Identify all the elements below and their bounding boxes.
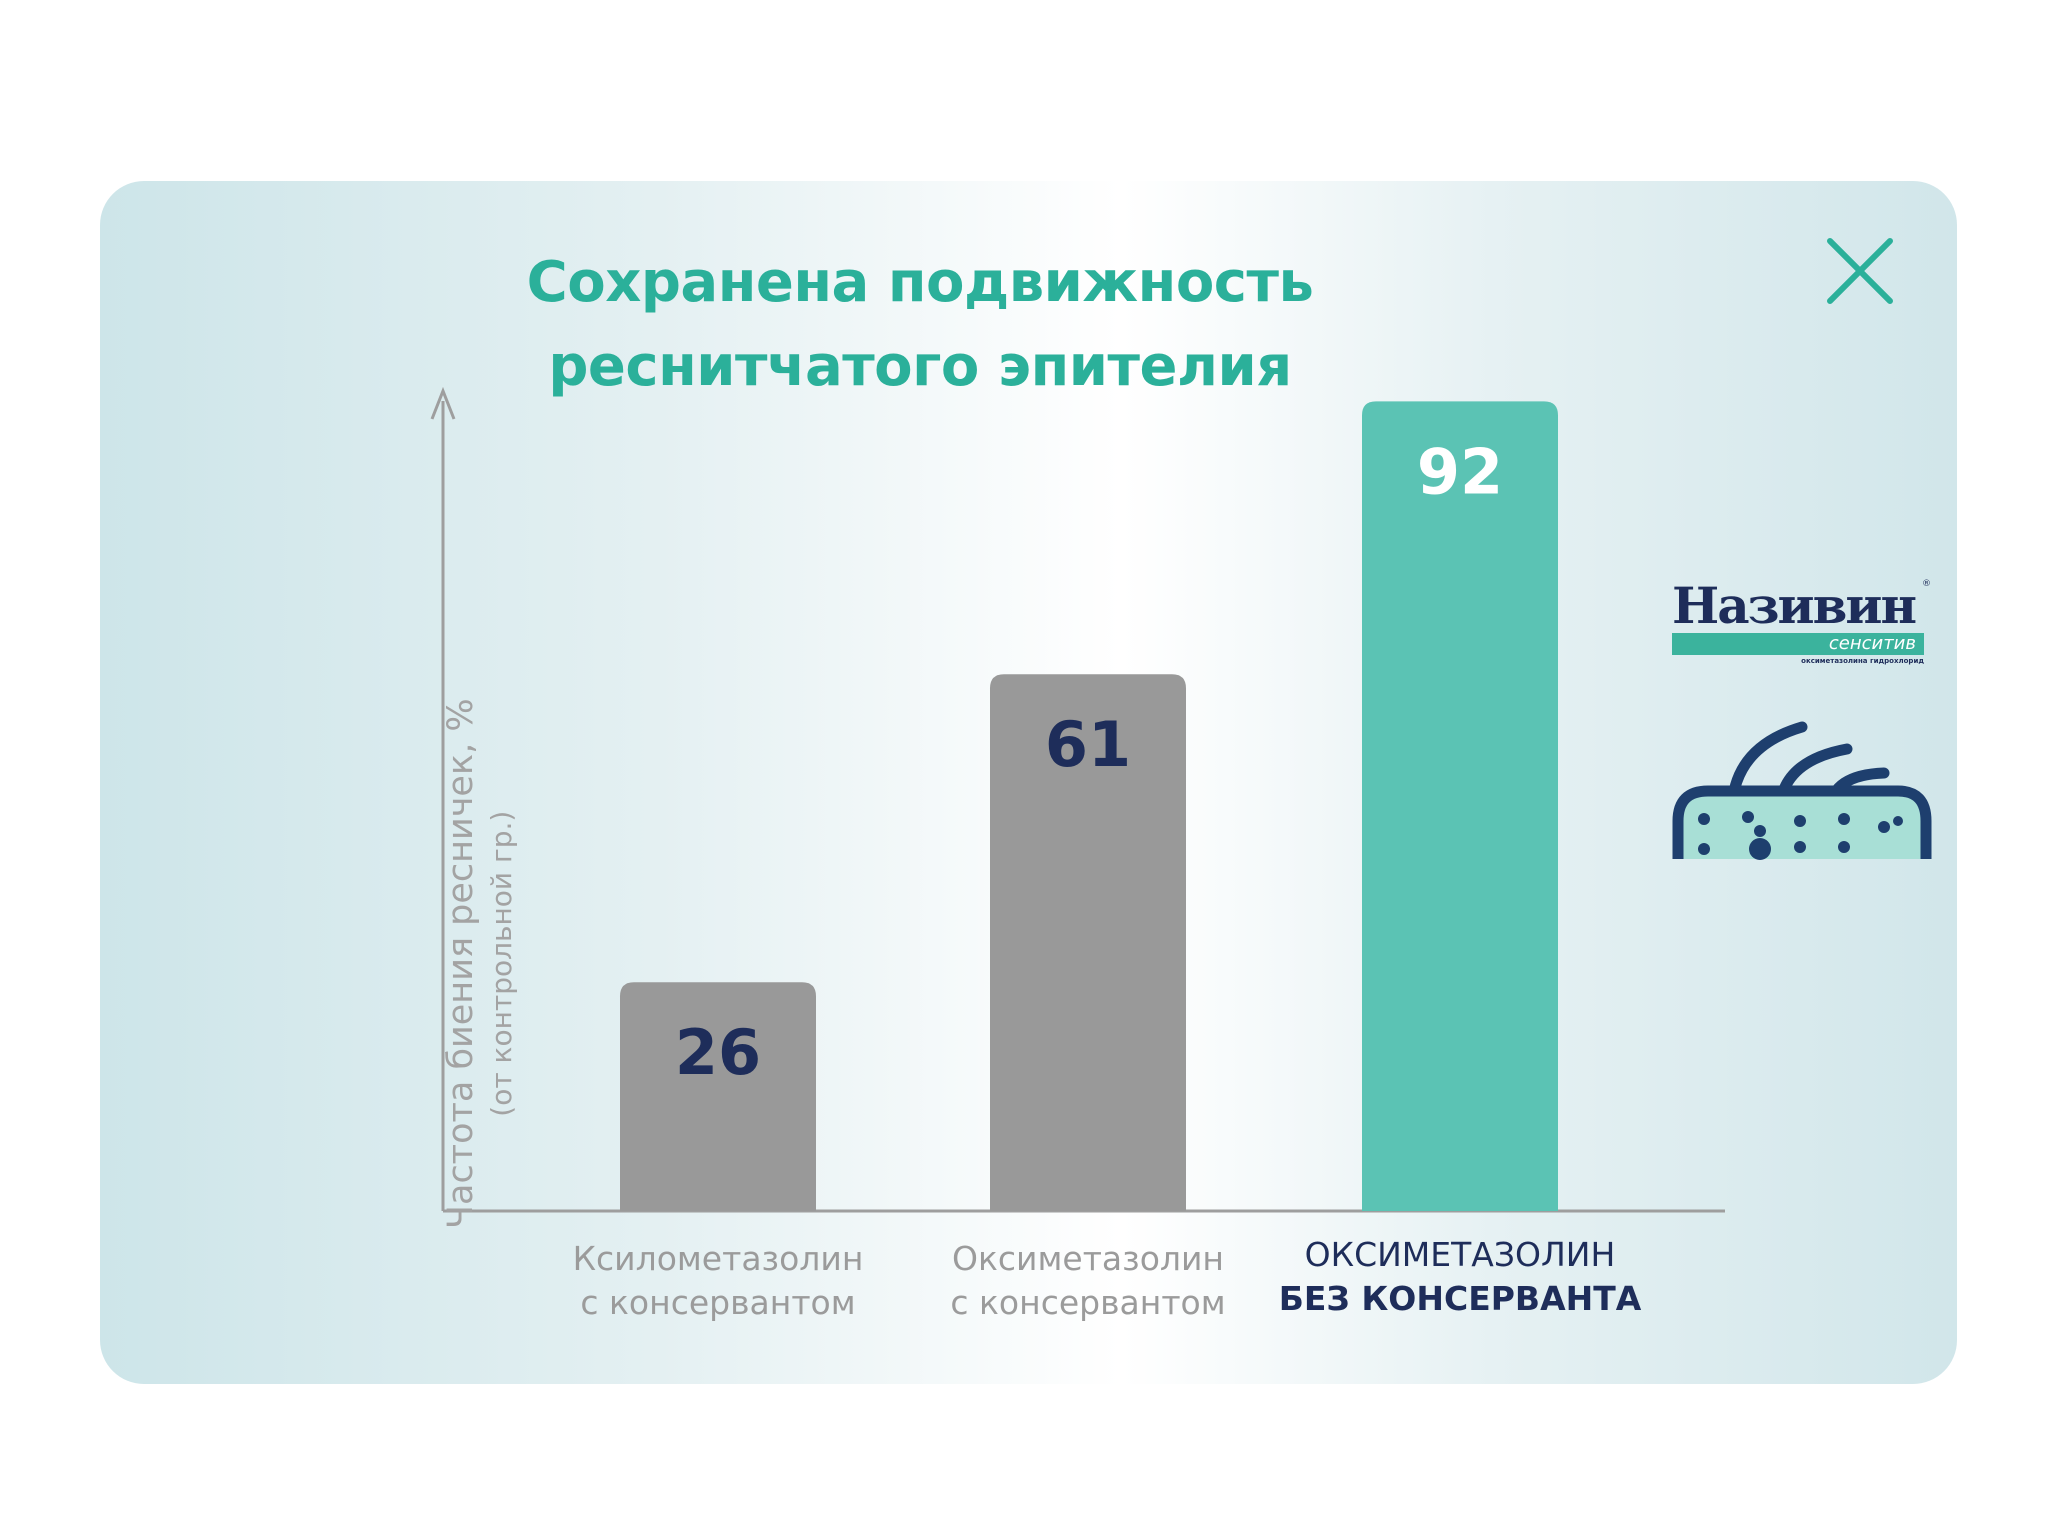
y-axis-title: Частота биения ресничек, %	[441, 698, 481, 1229]
bar-chart: 26 61 92	[430, 386, 1725, 1213]
category-label: ОКСИМЕТАЗОЛИН БЕЗ КОНСЕРВАНТА	[1250, 1233, 1670, 1321]
brand-logo: Називин ® сенситив оксиметазолина гидрох…	[1672, 576, 1932, 666]
y-axis-label: Частота биения ресничек, % (от контрольн…	[438, 698, 520, 1229]
bar	[1362, 401, 1558, 1211]
registered-mark: ®	[1922, 579, 1931, 589]
category-label-line: Ксилометазолин	[572, 1239, 864, 1278]
close-button[interactable]	[1820, 231, 1900, 311]
chart-card: Сохранена подвижность реснитчатого эпите…	[100, 181, 1957, 1384]
bar-value-label: 26	[675, 1016, 761, 1089]
brand-tagline: оксиметазолина гидрохлорид	[1801, 657, 1924, 665]
close-x-icon	[1827, 238, 1893, 304]
bar-value-label: 92	[1417, 435, 1503, 508]
y-axis-subtitle: (от контрольной гр.)	[485, 810, 518, 1117]
y-axis-arrow	[430, 386, 456, 420]
category-label-line: Оксиметазолин	[952, 1239, 1224, 1278]
bar	[990, 674, 1186, 1211]
category-label-line: с консервантом	[950, 1283, 1226, 1322]
brand-name: Називин	[1672, 576, 1917, 635]
category-label-line: с консервантом	[580, 1283, 856, 1322]
cilia-icon	[1672, 721, 1932, 860]
bar	[620, 982, 816, 1211]
chart-title: Сохранена подвижность реснитчатого эпите…	[526, 250, 1314, 399]
category-label: Оксиметазолин с консервантом	[878, 1237, 1298, 1325]
category-label-line: БЕЗ КОНСЕРВАНТА	[1278, 1279, 1642, 1318]
bar-value-label: 61	[1045, 708, 1131, 781]
brand-sub: сенситив	[1672, 633, 1924, 655]
category-label: Ксилометазолин с консервантом	[508, 1237, 928, 1325]
category-label-line: ОКСИМЕТАЗОЛИН	[1304, 1235, 1616, 1274]
